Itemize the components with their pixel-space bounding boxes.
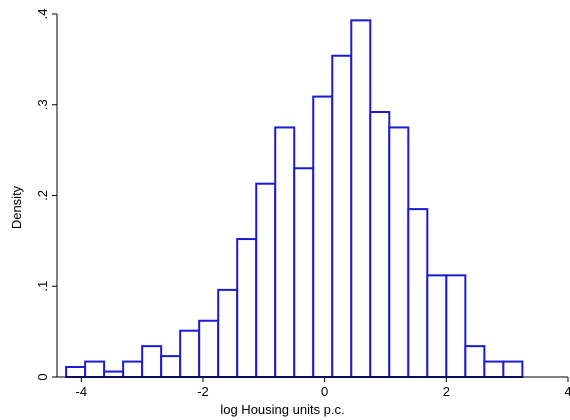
histogram-bar-14 — [331, 54, 353, 379]
histogram-bar-15 — [350, 19, 372, 378]
x-tick-label: 2 — [443, 384, 450, 399]
histogram-bar-4 — [141, 345, 163, 378]
x-tick-label: 0 — [321, 384, 328, 399]
histogram-bar-18 — [407, 208, 429, 378]
histogram-bar-21 — [464, 345, 486, 378]
x-axis-ticks: -4 -2 0 2 4 — [76, 377, 570, 399]
y-axis-ticks: 0 .1 .2 .3 .4 — [35, 9, 57, 381]
histogram-bar-10 — [255, 182, 277, 378]
histogram-bar-20 — [445, 274, 467, 378]
x-tick-label: -4 — [76, 384, 88, 399]
histogram-bar-1 — [84, 360, 106, 379]
y-tick-label: 0 — [35, 373, 50, 380]
y-tick-label: .2 — [35, 190, 50, 201]
x-tick-label: 4 — [564, 384, 570, 399]
histogram-bar-5 — [160, 355, 182, 379]
histogram-bar-7 — [198, 319, 220, 378]
histogram-bar-3 — [122, 360, 144, 379]
histogram-bar-13 — [312, 95, 334, 379]
histogram-bar-2 — [103, 370, 125, 378]
histogram-bar-16 — [369, 111, 391, 378]
y-tick-label: .1 — [35, 281, 50, 292]
y-tick-label: .4 — [35, 9, 50, 20]
histogram-bar-0 — [65, 366, 87, 378]
y-axis-label: Density — [9, 185, 24, 229]
histogram-bars — [65, 19, 524, 379]
histogram-bar-11 — [274, 126, 296, 378]
y-tick-label: .3 — [35, 99, 50, 110]
histogram-bar-23 — [502, 360, 524, 379]
histogram-bar-22 — [483, 360, 505, 379]
x-tick-label: -2 — [197, 384, 209, 399]
histogram-bar-6 — [179, 329, 201, 378]
histogram-bar-12 — [293, 167, 315, 378]
x-axis-label: log Housing units p.c. — [220, 402, 344, 417]
histogram-bar-9 — [236, 238, 258, 378]
histogram-bar-19 — [426, 274, 448, 378]
histogram-bar-8 — [217, 288, 239, 379]
histogram-bar-17 — [388, 126, 410, 378]
